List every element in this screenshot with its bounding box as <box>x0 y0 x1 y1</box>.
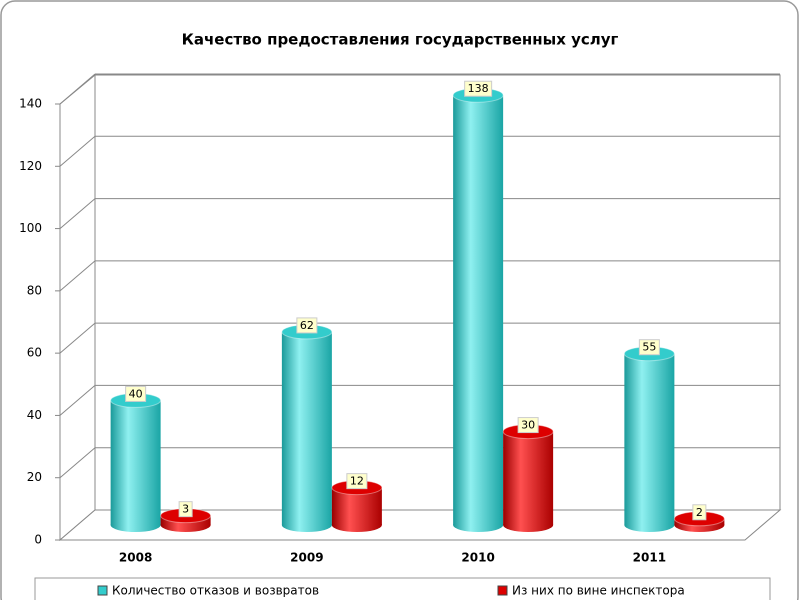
cylinder <box>331 480 383 532</box>
floor <box>58 509 782 541</box>
x-tick-label: 2009 <box>290 551 323 565</box>
cylinder <box>110 392 162 532</box>
y-tick-label: 80 <box>27 283 42 297</box>
bar <box>453 95 504 525</box>
x-tick-label: 2008 <box>119 551 152 565</box>
y-tick-label: 60 <box>27 346 42 360</box>
bar <box>624 353 675 525</box>
side-wall <box>59 73 96 542</box>
value-label-box <box>692 504 707 521</box>
value-label: 3 <box>182 503 189 516</box>
y-tick-label: 0 <box>34 533 42 547</box>
legend-label: Количество отказов и возвратов <box>112 584 319 598</box>
legend-swatch <box>97 585 108 596</box>
value-label-box <box>517 417 539 434</box>
legend-label: Из них по вине инспектора <box>512 584 685 598</box>
chart-title: Качество предоставления государственных … <box>182 31 619 49</box>
value-label: 40 <box>129 387 143 400</box>
cylinder <box>623 346 675 532</box>
cylinder <box>502 424 554 532</box>
grid-line <box>59 73 96 105</box>
cylinder <box>452 87 504 532</box>
value-label: 55 <box>642 341 656 354</box>
y-tick-label: 40 <box>27 408 42 422</box>
value-label: 30 <box>521 419 535 432</box>
value-label: 2 <box>696 506 703 519</box>
bar <box>281 331 332 525</box>
x-tick-label: 2011 <box>633 551 666 565</box>
value-label-box <box>464 80 493 97</box>
grid-line <box>59 198 96 229</box>
legend-box <box>34 577 771 600</box>
value-label-box <box>125 385 147 402</box>
legend-swatch <box>497 585 508 596</box>
grid-line <box>59 447 96 479</box>
cylinder <box>281 324 333 532</box>
value-label: 62 <box>300 319 314 332</box>
value-label-box <box>346 473 368 490</box>
bar <box>110 400 161 525</box>
value-label: 138 <box>468 82 489 95</box>
grid-line <box>59 322 96 354</box>
grid-line <box>59 135 96 167</box>
grid-line <box>59 260 96 292</box>
y-tick-label: 100 <box>19 221 42 235</box>
grid-line <box>59 385 96 416</box>
back-wall <box>94 74 781 511</box>
value-label-box <box>638 339 660 356</box>
plot-area <box>58 73 782 542</box>
bar <box>503 431 554 525</box>
y-tick-label: 140 <box>19 97 42 111</box>
y-tick-label: 20 <box>27 470 42 484</box>
x-tick-label: 2010 <box>461 551 494 565</box>
value-label-box <box>296 317 318 334</box>
value-label-box <box>178 501 193 518</box>
y-tick-label: 120 <box>19 159 42 173</box>
value-label: 12 <box>350 475 364 488</box>
